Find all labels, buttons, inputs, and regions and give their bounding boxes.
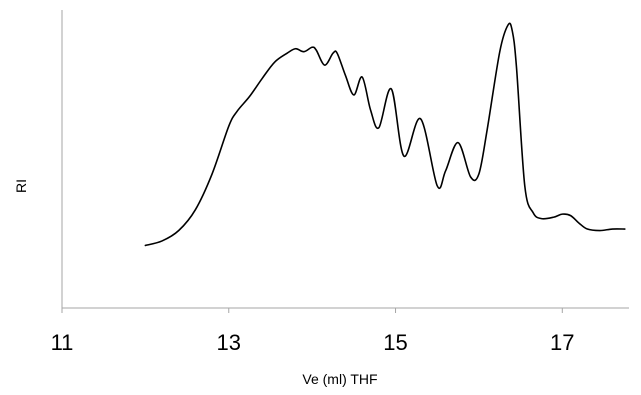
ri-trace-line	[144, 22, 626, 247]
x-axis-title: Ve (ml) THF	[302, 371, 377, 387]
y-axis-title: RI	[13, 179, 29, 193]
x-tick-label: 13	[217, 330, 241, 355]
x-tick-label: 17	[550, 330, 574, 355]
x-ticks	[61, 308, 563, 313]
x-tick-label: 11	[51, 330, 74, 355]
x-tick-labels: 11 13 15 17	[51, 330, 575, 355]
x-tick-label: 15	[383, 330, 407, 355]
